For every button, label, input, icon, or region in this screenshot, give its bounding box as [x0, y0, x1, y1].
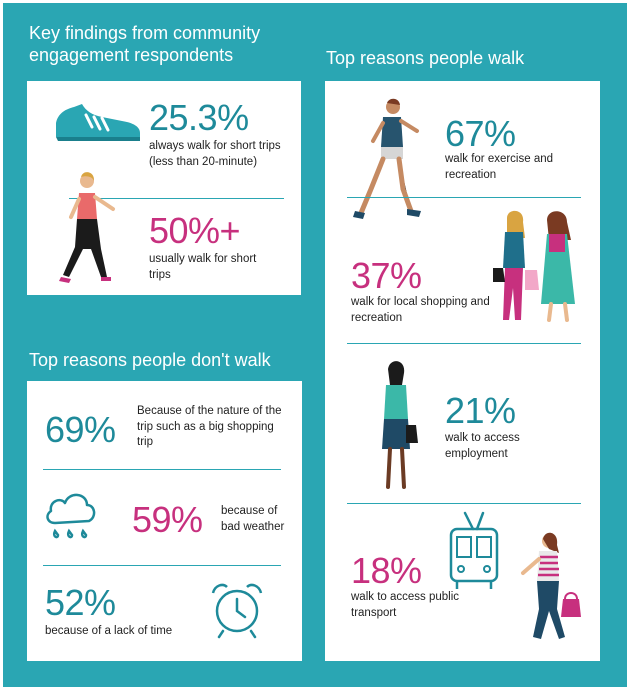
transport-percent: 18% — [351, 550, 422, 591]
divider — [43, 469, 281, 470]
tram-icon — [449, 511, 499, 589]
always-walk-percent: 25.3% — [149, 97, 249, 138]
dont-walk-heading: Top reasons people don't walk — [29, 350, 271, 370]
exercise-percent: 67% — [445, 113, 516, 154]
running-shoe-icon — [56, 104, 140, 141]
bad-weather-percent: 59% — [132, 499, 203, 540]
usually-walk-percent: 50%+ — [149, 210, 241, 251]
lack-of-time-percent: 52% — [45, 582, 116, 623]
walking-woman-illustration — [59, 172, 115, 283]
divider — [69, 198, 284, 199]
bad-weather-description: because of bad weather — [221, 505, 285, 533]
divider — [347, 343, 581, 344]
shoppers-illustration — [493, 210, 575, 322]
employment-percent: 21% — [445, 390, 516, 431]
alarm-clock-icon — [211, 583, 263, 639]
transport-description: walk to access public transport — [351, 591, 460, 619]
commuter-with-bag-illustration — [521, 532, 581, 639]
shopping-percent: 37% — [351, 255, 422, 296]
trip-nature-percent: 69% — [45, 409, 116, 450]
divider — [43, 565, 281, 566]
usually-walk-description: usually walk for short trips — [149, 253, 257, 281]
walk-heading: Top reasons people walk — [326, 48, 525, 68]
trip-nature-description: Because of the nature of the trip such a… — [137, 405, 282, 448]
divider — [347, 197, 581, 198]
lack-of-time-description: because of a lack of time — [45, 625, 173, 637]
always-walk-description: always walk for short trips (less than 2… — [149, 140, 281, 168]
exercise-description: walk for exercise and recreation — [445, 153, 554, 181]
key-findings-heading: Key findings from community engagement r… — [29, 23, 261, 65]
commuter-woman-illustration — [382, 361, 418, 489]
rain-cloud-icon — [46, 493, 96, 539]
dont-walk-card: 69% Because of the nature of the trip su… — [27, 381, 302, 661]
employment-description: walk to access employment — [445, 432, 520, 460]
walk-card: 67% walk for exercise and recreation 37%… — [325, 81, 600, 661]
runner-illustration — [353, 98, 421, 219]
key-findings-card: 25.3% always walk for short trips (less … — [27, 81, 301, 295]
divider — [347, 503, 581, 504]
shopping-description: walk for local shopping and recreation — [351, 296, 490, 324]
